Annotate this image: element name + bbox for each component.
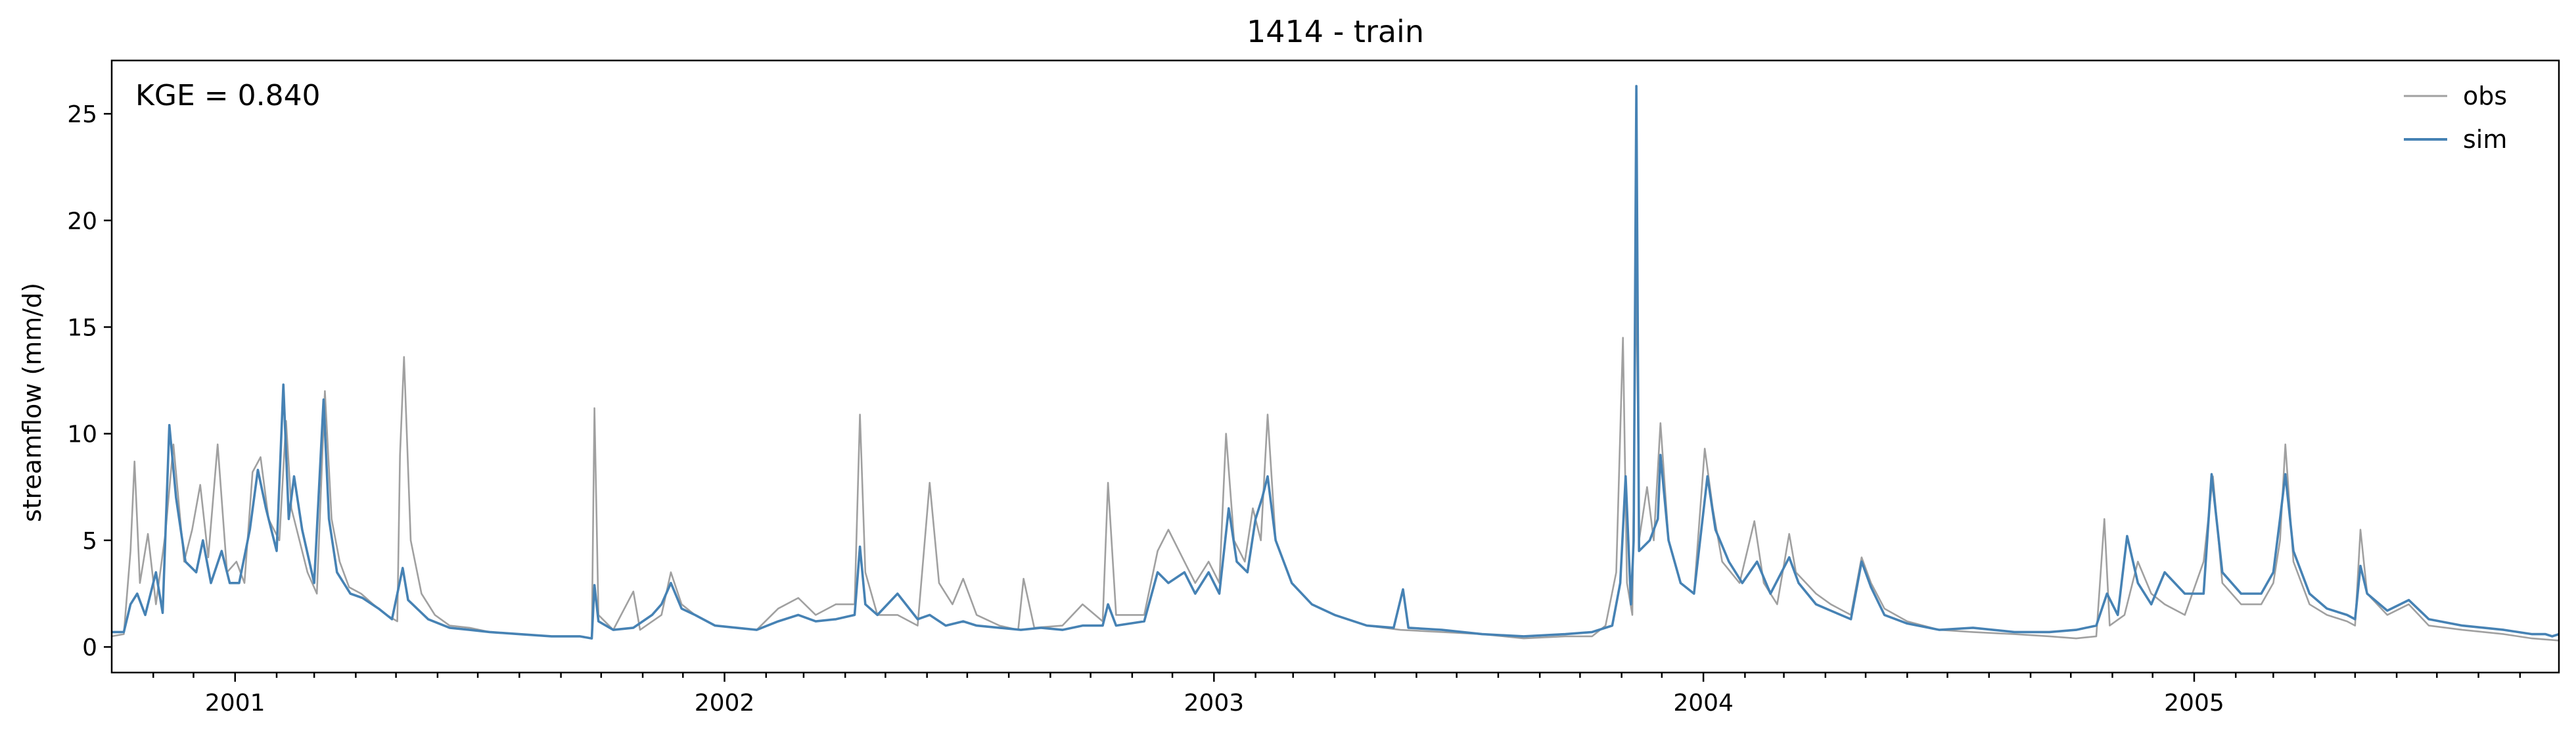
legend: obs sim [2404,82,2507,154]
x-tick-label: 2005 [2164,690,2224,717]
plot-frame [110,59,2560,674]
legend-label-obs: obs [2463,82,2507,110]
x-tick-label: 2004 [1673,690,1734,717]
legend-label-sim: sim [2463,125,2507,154]
y-tick-label: 25 [67,101,97,128]
y-tick-label: 5 [82,528,97,555]
series-layer [111,85,2560,642]
x-tick-label: 2003 [1184,690,1245,717]
kge-annotation: KGE = 0.840 [135,79,321,112]
y-tick-label: 10 [67,421,97,448]
x-tick-label: 2002 [695,690,755,717]
y-axis: 0 5 10 15 20 25 [67,101,112,661]
series-line-sim [112,85,2560,640]
x-tick-label: 2001 [205,690,265,717]
series-line-obs [111,262,2560,642]
y-tick-label: 15 [67,314,97,341]
chart-title: 1414 - train [1247,14,1424,49]
y-axis-label: streamflow (mm/d) [18,283,47,522]
x-axis: 2001 2002 2003 2004 2005 [152,673,2521,717]
y-tick-label: 0 [82,634,97,661]
y-tick-label: 20 [67,208,97,235]
